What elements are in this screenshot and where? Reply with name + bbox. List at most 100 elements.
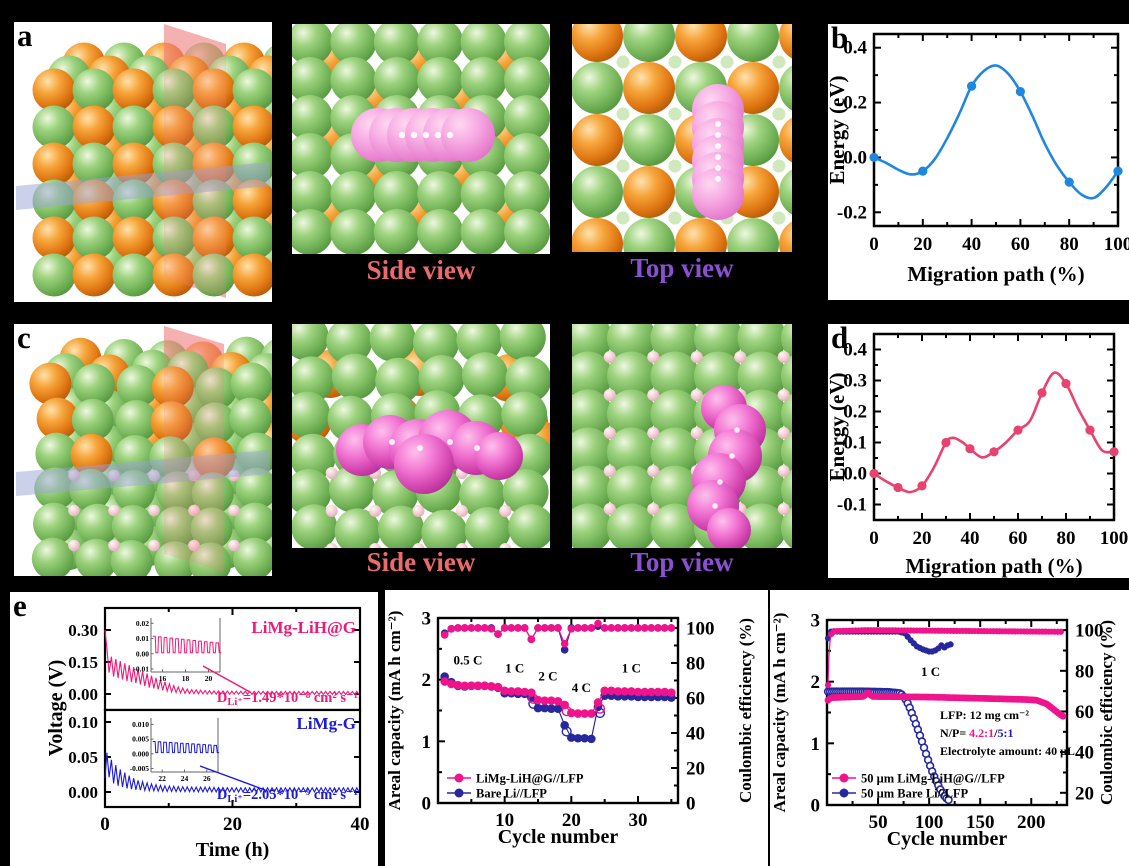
svg-text:80: 80 (686, 653, 705, 674)
svg-text:0.1: 0.1 (843, 433, 867, 454)
svg-text:-0.01: -0.01 (133, 665, 149, 674)
svg-text:0.00: 0.00 (68, 685, 98, 704)
svg-text:0: 0 (869, 528, 879, 549)
crystal-top-c (572, 324, 792, 548)
panel-letter-b: b (831, 20, 849, 55)
svg-text:100: 100 (1075, 621, 1104, 642)
svg-text:40: 40 (961, 528, 980, 549)
svg-text:Bare Li//LFP: Bare Li//LFP (476, 787, 547, 801)
svg-text:Cycle number: Cycle number (498, 826, 619, 848)
svg-text:100: 100 (915, 812, 944, 833)
svg-text:0.2: 0.2 (843, 93, 867, 114)
svg-text:1: 1 (811, 734, 821, 755)
panel-letter-c: c (17, 320, 31, 355)
panel-letter-a: a (17, 18, 33, 53)
svg-text:DLi⁺=1.49*10⁻⁸ cm² s⁻¹: DLi⁺=1.49*10⁻⁸ cm² s⁻¹ (217, 690, 358, 708)
svg-text:Migration path (%): Migration path (%) (905, 554, 1082, 578)
svg-text:80: 80 (1075, 661, 1094, 682)
svg-text:40: 40 (962, 234, 981, 255)
panel-c-top-view (572, 324, 792, 548)
svg-text:Cycle number: Cycle number (887, 828, 1008, 850)
svg-text:0: 0 (869, 234, 879, 255)
svg-text:LFP: 12 mg cm⁻²: LFP: 12 mg cm⁻² (940, 708, 1029, 722)
svg-text:3: 3 (422, 609, 432, 630)
svg-text:Energy (eV): Energy (eV) (828, 75, 849, 184)
svg-text:Electrolyte amount: 40 μL: Electrolyte amount: 40 μL (940, 744, 1075, 758)
svg-text:0: 0 (811, 796, 821, 817)
svg-text:LiMg-LiH@G: LiMg-LiH@G (251, 618, 356, 637)
svg-text:Voltage (V): Voltage (V) (45, 660, 67, 756)
panel-a-side-view (292, 24, 550, 254)
svg-text:Energy (eV): Energy (eV) (828, 372, 849, 481)
svg-text:0.01: 0.01 (136, 634, 149, 643)
svg-text:60: 60 (1075, 702, 1094, 723)
svg-text:-0.1: -0.1 (837, 495, 867, 516)
panel-letter-d: d (831, 320, 849, 355)
svg-text:0.0: 0.0 (843, 464, 867, 485)
svg-text:Areal capacity (mA h cm⁻²): Areal capacity (mA h cm⁻²) (770, 613, 789, 813)
panel-b-energy-chart: 0 20 40 60 80 100 -0.2 0.0 0.2 0.4 Migration path … (828, 20, 1129, 300)
svg-text:Areal capacity (mA h cm⁻²): Areal capacity (mA h cm⁻²) (385, 611, 404, 811)
svg-text:50 μm LiMg-LiH@G//LFP: 50 μm LiMg-LiH@G//LFP (861, 772, 1005, 786)
svg-text:20: 20 (223, 814, 242, 835)
svg-text:0: 0 (422, 794, 432, 815)
svg-text:-0.2: -0.2 (837, 202, 867, 223)
svg-text:100: 100 (686, 618, 715, 639)
svg-text:20: 20 (913, 528, 932, 549)
svg-text:3: 3 (811, 611, 821, 632)
svg-text:60: 60 (1009, 528, 1028, 549)
panel-a-top-view (572, 24, 792, 252)
svg-text:0.005: 0.005 (132, 735, 149, 744)
svg-text:DLi⁺=2.05*10⁻⁹ cm² s⁻¹: DLi⁺=2.05*10⁻⁹ cm² s⁻¹ (217, 787, 358, 805)
svg-text:20: 20 (562, 810, 581, 831)
panel-e-chart: 0 20 40 0.00 0.15 0.30 0.00 0.05 0.10 Time (h) Vol… (45, 606, 370, 861)
panel-e-voltage-chart: 0 20 40 0.00 0.15 0.30 0.00 0.05 0.10 Time (h) Vol… (10, 588, 378, 866)
panel-c-side-view (292, 324, 550, 548)
svg-text:40: 40 (1075, 743, 1094, 764)
svg-text:2 C: 2 C (538, 668, 557, 683)
crystal-top-a (572, 24, 792, 252)
svg-text:0.05: 0.05 (68, 748, 98, 767)
svg-text:80: 80 (1060, 234, 1079, 255)
svg-text:10: 10 (495, 810, 514, 831)
svg-text:150: 150 (966, 812, 995, 833)
svg-text:0: 0 (100, 814, 110, 835)
svg-text:0.00: 0.00 (136, 649, 149, 658)
panel-d-energy-chart: 0 20 40 60 80 100 -0.1 0.0 0.1 0.2 0.3 0.4 Migration… (828, 320, 1129, 578)
svg-text:Time (h): Time (h) (196, 839, 270, 861)
svg-text:0.15: 0.15 (68, 653, 98, 672)
panel-cycling-chart: 50 100 150 200 0 1 2 3 20 40 60 80 100 Cycle number Ar… (770, 590, 1129, 866)
panel-rate-chart: 10 20 30 0 1 2 3 0 20 40 60 80 100 Cycle number Areal … (385, 590, 768, 866)
panel-letter-e: e (13, 588, 27, 623)
svg-text:0.02: 0.02 (136, 619, 149, 628)
svg-text:200: 200 (1017, 812, 1046, 833)
svg-text:40: 40 (351, 814, 370, 835)
crystal-side-a (292, 24, 550, 254)
svg-text:16: 16 (159, 674, 167, 683)
svg-text:60: 60 (1011, 234, 1030, 255)
svg-text:Migration path (%): Migration path (%) (907, 262, 1084, 286)
svg-text:N/P= 4.2:1/5:1: N/P= 4.2:1/5:1 (940, 726, 1014, 740)
svg-text:1: 1 (422, 732, 432, 753)
caption-top-view-c: Top view (630, 547, 734, 577)
svg-text:0.5 C: 0.5 C (454, 652, 483, 667)
caption-top-view-a: Top view (630, 253, 734, 283)
svg-text:0.2: 0.2 (843, 402, 867, 423)
svg-text:0.010: 0.010 (132, 720, 149, 729)
svg-text:0.10: 0.10 (68, 713, 98, 732)
svg-text:0.3: 0.3 (843, 371, 867, 392)
svg-text:100: 100 (1100, 528, 1129, 549)
svg-text:LiMg-LiH@G//LFP: LiMg-LiH@G//LFP (476, 772, 584, 786)
svg-text:20: 20 (913, 234, 932, 255)
svg-text:50: 50 (869, 812, 888, 833)
panel-c-structure-3d: c (14, 320, 272, 576)
svg-text:60: 60 (686, 688, 705, 709)
svg-text:22: 22 (158, 774, 166, 783)
svg-text:2: 2 (422, 670, 432, 691)
svg-text:50 μm Bare Li//LFP: 50 μm Bare Li//LFP (861, 787, 969, 801)
svg-text:0.00: 0.00 (68, 783, 98, 802)
svg-text:20: 20 (686, 758, 705, 779)
